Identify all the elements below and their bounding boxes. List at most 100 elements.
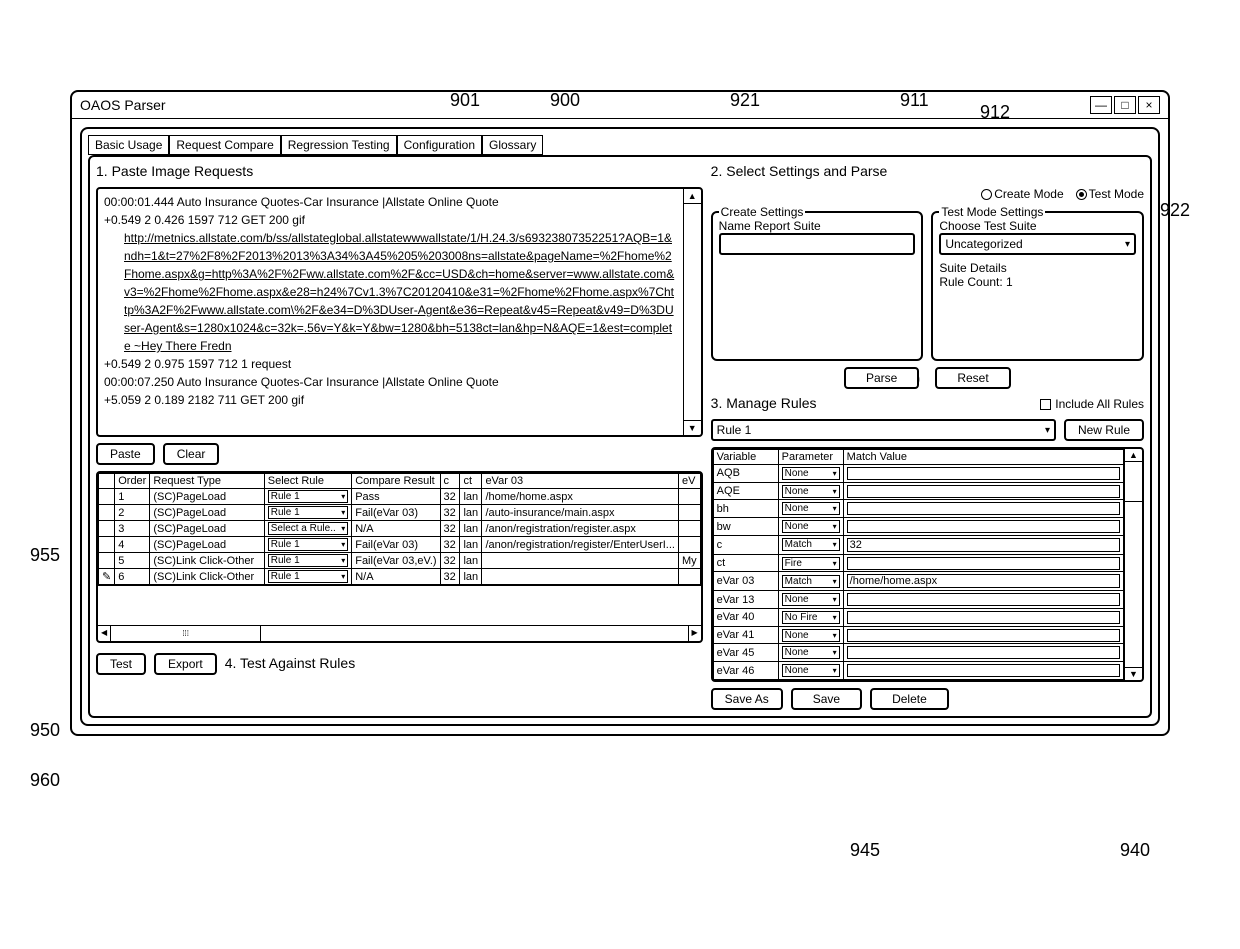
table-row[interactable]: bh None (713, 500, 1123, 518)
rules-vscroll[interactable] (1124, 449, 1142, 680)
col-reqtype[interactable]: Request Type (150, 474, 264, 489)
row-order: 1 (115, 489, 150, 505)
rule-param[interactable]: None (778, 591, 843, 609)
table-row[interactable]: 5 (SC)Link Click-Other Rule 1 Fail(eVar … (99, 553, 701, 569)
col-rule[interactable]: Select Rule (264, 474, 351, 489)
row-order: 5 (115, 553, 150, 569)
row-rule[interactable]: Rule 1 (264, 505, 351, 521)
image-requests-textarea[interactable]: 00:00:01.444 Auto Insurance Quotes-Car I… (96, 187, 703, 437)
rule-val[interactable]: /home/home.aspx (843, 572, 1123, 591)
new-rule-button[interactable]: New Rule (1064, 419, 1144, 441)
create-mode-radio[interactable]: Create Mode (981, 187, 1063, 201)
rules-col-var[interactable]: Variable (713, 450, 778, 465)
tab-configuration[interactable]: Configuration (397, 135, 482, 155)
table-row[interactable]: eVar 03 Match /home/home.aspx (713, 572, 1123, 591)
table-row[interactable]: eVar 41 None (713, 626, 1123, 644)
rule-param[interactable]: None (778, 662, 843, 680)
row-rule[interactable]: Rule 1 (264, 569, 351, 585)
results-table: Order Request Type Select Rule Compare R… (96, 471, 703, 643)
col-result[interactable]: Compare Result (352, 474, 440, 489)
table-row[interactable]: ct Fire (713, 554, 1123, 572)
rule-val[interactable] (843, 554, 1123, 572)
reset-button[interactable]: Reset (935, 367, 1010, 389)
include-all-rules-checkbox[interactable]: Include All Rules (1040, 397, 1144, 411)
rule-val[interactable] (843, 608, 1123, 626)
table-row[interactable]: AQE None (713, 482, 1123, 500)
table-row[interactable]: 1 (SC)PageLoad Rule 1 Pass 32 lan /home/… (99, 489, 701, 505)
rule-val[interactable] (843, 626, 1123, 644)
test-button[interactable]: Test (96, 653, 146, 675)
table-row[interactable]: eVar 40 No Fire (713, 608, 1123, 626)
tab-glossary[interactable]: Glossary (482, 135, 543, 155)
rule-param[interactable]: None (778, 500, 843, 518)
callout-945: 945 (850, 840, 880, 861)
rule-val[interactable]: 32 (843, 535, 1123, 554)
rules-col-val[interactable]: Match Value (843, 450, 1123, 465)
rule-param[interactable]: None (778, 644, 843, 662)
rule-param[interactable]: None (778, 465, 843, 483)
table-row[interactable]: ✎ 6 (SC)Link Click-Other Rule 1 N/A 32 l… (99, 569, 701, 585)
col-order[interactable]: Order (115, 474, 150, 489)
name-report-suite-input[interactable] (719, 233, 916, 255)
col-evar[interactable]: eVar 03 (482, 474, 679, 489)
row-evar: /anon/registration/register.aspx (482, 521, 679, 537)
rule-param[interactable]: None (778, 518, 843, 536)
table-row[interactable]: eVar 45 None (713, 644, 1123, 662)
col-ct[interactable]: ct (460, 474, 482, 489)
rule-var: eVar 46 (713, 662, 778, 680)
table-row[interactable]: c Match 32 (713, 535, 1123, 554)
tab-regression-testing[interactable]: Regression Testing (281, 135, 397, 155)
rule-val[interactable] (843, 644, 1123, 662)
row-rule[interactable]: Rule 1 (264, 489, 351, 505)
rule-param[interactable]: Match (778, 572, 843, 591)
row-rule[interactable]: Rule 1 (264, 553, 351, 569)
col-c[interactable]: c (440, 474, 460, 489)
table-row[interactable]: eVar 13 None (713, 591, 1123, 609)
table-row[interactable]: eVar 46 None (713, 662, 1123, 680)
row-rule[interactable]: Select a Rule.. (264, 521, 351, 537)
rule-val[interactable] (843, 591, 1123, 609)
textarea-scrollbar[interactable] (683, 189, 701, 435)
table-row[interactable]: 3 (SC)PageLoad Select a Rule.. N/A 32 la… (99, 521, 701, 537)
maximize-button[interactable]: □ (1114, 96, 1136, 114)
rule-param[interactable]: No Fire (778, 608, 843, 626)
rule-select[interactable]: Rule 1 (711, 419, 1056, 441)
create-settings-legend: Create Settings (719, 205, 806, 219)
export-button[interactable]: Export (154, 653, 217, 675)
rule-param[interactable]: None (778, 482, 843, 500)
rule-val[interactable] (843, 518, 1123, 536)
col-ev[interactable]: eV (678, 474, 700, 489)
row-order: 6 (115, 569, 150, 585)
rule-val[interactable] (843, 482, 1123, 500)
table-row[interactable]: 2 (SC)PageLoad Rule 1 Fail(eVar 03) 32 l… (99, 505, 701, 521)
rule-var: AQB (713, 465, 778, 483)
row-rule[interactable]: Rule 1 (264, 537, 351, 553)
rule-param[interactable]: Fire (778, 554, 843, 572)
table-row[interactable]: 4 (SC)PageLoad Rule 1 Fail(eVar 03) 32 l… (99, 537, 701, 553)
parse-button[interactable]: Parse (844, 367, 919, 389)
test-mode-radio[interactable]: Test Mode (1076, 187, 1144, 201)
clear-button[interactable]: Clear (163, 443, 220, 465)
delete-button[interactable]: Delete (870, 688, 949, 710)
results-hscroll[interactable]: ⁞⁞⁞ (98, 625, 701, 641)
rule-val[interactable] (843, 465, 1123, 483)
paste-button[interactable]: Paste (96, 443, 155, 465)
rule-val[interactable] (843, 500, 1123, 518)
table-row[interactable]: AQB None (713, 465, 1123, 483)
tab-basic-usage[interactable]: Basic Usage (88, 135, 169, 155)
test-suite-select[interactable]: Uncategorized (939, 233, 1136, 255)
rule-var: eVar 45 (713, 644, 778, 662)
minimize-button[interactable]: — (1090, 96, 1112, 114)
rules-col-param[interactable]: Parameter (778, 450, 843, 465)
rule-val[interactable] (843, 662, 1123, 680)
rule-param[interactable]: Match (778, 535, 843, 554)
close-button[interactable]: × (1138, 96, 1160, 114)
rule-param[interactable]: None (778, 626, 843, 644)
save-button[interactable]: Save (791, 688, 862, 710)
tab-request-compare[interactable]: Request Compare (169, 135, 280, 155)
row-flag: ✎ (99, 569, 115, 585)
saveas-button[interactable]: Save As (711, 688, 783, 710)
row-order: 4 (115, 537, 150, 553)
row-reqtype: (SC)Link Click-Other (150, 569, 264, 585)
table-row[interactable]: bw None (713, 518, 1123, 536)
